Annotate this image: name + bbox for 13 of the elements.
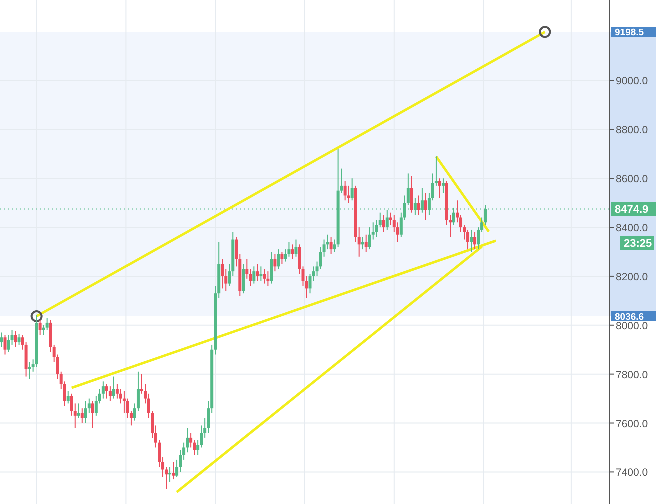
- text: 9198.5: [615, 28, 645, 39]
- y-tick-label: 8000.0: [616, 320, 648, 332]
- y-tick-label: 8600.0: [616, 174, 648, 186]
- y-tick-label: 8800.0: [616, 124, 648, 137]
- y-tick-label: 8200.0: [616, 271, 648, 284]
- y-tick-label: 9000.0: [616, 76, 648, 88]
- y-tick-label: 7400.0: [616, 467, 648, 480]
- y-tick-label: 8400.0: [616, 222, 648, 235]
- y-tick-label: 7600.0: [616, 418, 648, 430]
- text: 8036.6: [615, 312, 644, 323]
- y-tick-label: 7800.0: [616, 369, 648, 382]
- ref-line-label: 8474.9: [615, 204, 649, 216]
- text: 23:25: [624, 238, 652, 250]
